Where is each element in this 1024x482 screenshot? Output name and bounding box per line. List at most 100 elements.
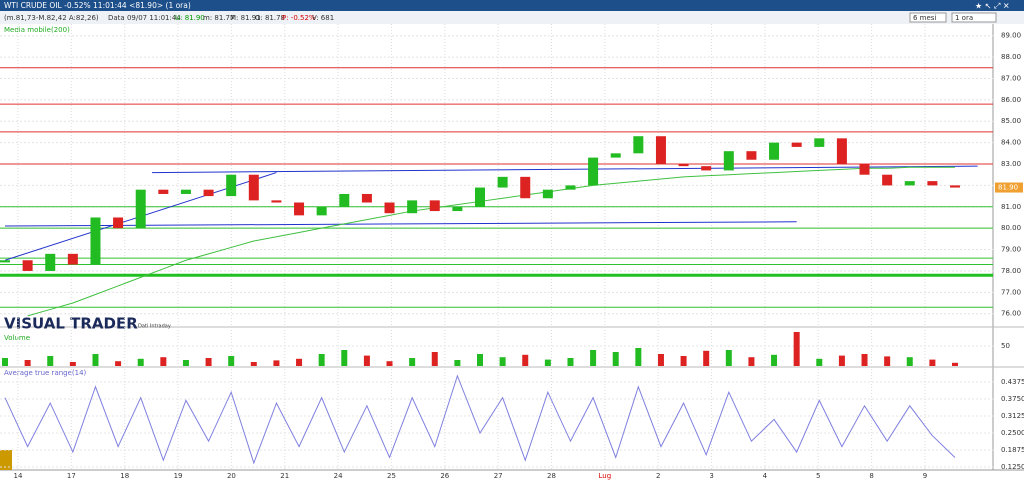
volume-bar [657,354,664,366]
candle [226,174,237,197]
volume-bar [431,352,438,366]
info-min: m: 81.77 [203,14,234,22]
y-tick-label: 89.00 [1001,32,1021,40]
volume-bar [793,332,800,366]
period-select[interactable] [909,12,947,23]
volume-bar [205,358,212,366]
atr-line [4,374,956,465]
volume-bar [906,357,913,366]
volume-bar [341,350,348,366]
y-tick-label: 0.1875 [1001,446,1024,454]
x-tick-label: 19 [174,472,183,480]
x-tick-label: 28 [547,472,556,480]
x-tick-label: 20 [227,472,236,480]
candle [294,202,305,216]
volume-bar [929,359,936,366]
y-tick-label: 79.00 [1001,246,1021,254]
volume-bar [771,354,778,366]
candle [22,260,33,271]
info-volume: V: 681 [312,14,334,22]
plot: 14 17 18 19 20 21 24 25 26 27 28 Lug 2 3 4 5 8 9 76.00 77.0… [0,24,1024,480]
volume-bar [544,359,551,366]
candle [45,253,56,271]
volume-bar [250,362,257,366]
candle [271,200,282,203]
x-tick-label: 26 [440,472,449,480]
candle [950,185,960,188]
candle [475,187,485,207]
y-tick-label: 80.00 [1001,224,1021,232]
candle [701,166,712,171]
volume-bar [635,348,642,366]
volume-bar [748,357,755,366]
x-tick-label: 17 [67,472,76,480]
volume-bar [952,362,958,366]
candle [497,176,508,188]
volume-bar [838,355,845,366]
candle [429,200,440,212]
volume-bar [115,361,122,366]
brand: VISUAL TRADER [4,315,138,333]
y-tick-label: 78.00 [1001,267,1021,275]
candle [769,142,780,160]
candle [384,202,395,214]
candle [113,217,124,229]
candle [814,138,825,147]
candle [203,189,214,197]
info-date: Data 09/07 11:01:44 [108,14,181,22]
trendline [152,165,978,174]
volume-bar [454,360,461,366]
info-bar [0,11,1024,24]
info-last: U: 81.90 [175,14,205,22]
y-tick-label: 81.00 [1001,203,1021,211]
y-tick-label: 84.00 [1001,139,1021,147]
candle [339,193,350,207]
x-tick-label: 8 [869,472,873,480]
brand-note: Dati Intraday [138,324,171,330]
interval: 1 ora [955,14,973,22]
title-bar [0,0,1024,11]
x-tick-label: 21 [280,472,289,480]
candle [520,176,531,199]
x-tick-label: 4 [763,472,768,480]
volume-bar [296,358,303,366]
volume-bar [725,350,732,366]
candle [882,174,893,186]
x-tick-label: 24 [334,472,343,480]
info-open: O: 81.78 [255,14,285,22]
y-tick-label: 87.00 [1001,74,1021,82]
volume-bar [703,350,710,366]
y-tick-label: 0.3125 [1001,412,1024,420]
y-tick-label: 0.2500 [1001,429,1024,437]
y-tick-label: 0.1250 [1001,463,1024,471]
x-tick-label: 25 [387,472,396,480]
info-change: P: -0.52% [282,14,316,22]
interval-select[interactable] [951,12,997,23]
volume-bar [567,358,574,366]
x-tick-label: 14 [14,472,23,480]
candle [904,181,915,186]
candle [542,189,553,199]
volume-bar [612,352,619,366]
candle [588,157,599,186]
volume-bar [522,354,529,366]
side-button[interactable] [0,450,12,470]
candle [859,164,870,175]
volume-bar [160,357,167,366]
candle [723,151,734,171]
period: 6 mesi [913,14,936,22]
y-tick-label: 77.00 [1001,288,1021,296]
y-tick-label: 50 [1001,342,1010,350]
volume-bar [590,350,597,366]
candle [610,153,621,158]
x-tick-label: 18 [120,472,129,480]
icons[interactable]: ★ ↖ ⤢ ✕ [975,2,1010,11]
y-tick-label: 0.4375 [1001,378,1024,386]
candle [746,151,757,160]
candle [791,142,802,147]
volume-bar [409,358,416,366]
volume-bar [477,354,483,366]
y-tick-label: 0.3750 [1001,395,1024,403]
volume-bar [24,360,31,366]
